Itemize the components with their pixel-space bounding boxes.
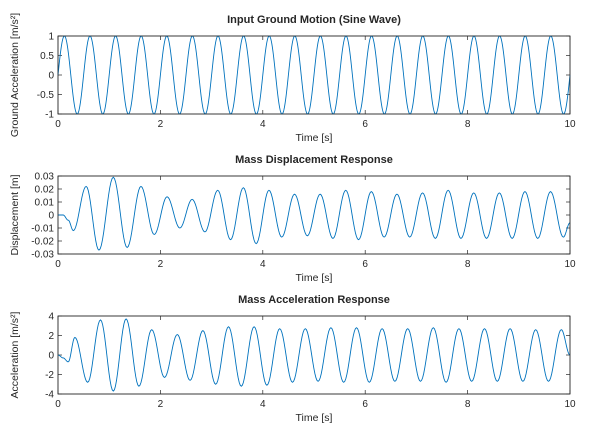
x-axis-label: Time [s] (296, 412, 333, 424)
x-tick-label: 4 (260, 119, 266, 130)
y-tick-label: -2 (45, 370, 54, 381)
x-tick-label: 2 (158, 119, 164, 130)
axes-frame-overlay (57, 175, 571, 255)
y-tick-label: -0.02 (31, 237, 54, 248)
x-tick-label: 0 (55, 119, 61, 130)
panel-acceleration-response: Mass Acceleration Response 0 2 4 6 8 10 -4 -2 0 2 4… (9, 294, 576, 424)
y-tick-label: 2 (48, 331, 54, 342)
chart-title: Mass Displacement Response (235, 154, 393, 166)
chart-title: Input Ground Motion (Sine Wave) (227, 14, 401, 26)
x-tick-label: 10 (564, 119, 576, 130)
y-tick-label: 0 (48, 211, 54, 222)
axes-frame-overlay (57, 35, 571, 115)
x-tick-label: 6 (362, 259, 368, 270)
x-tick-label: 8 (465, 119, 471, 130)
x-tick-label: 10 (564, 399, 576, 410)
x-tick-label: 2 (158, 259, 164, 270)
x-tick-label: 6 (362, 119, 368, 130)
y-tick-label: -1 (45, 110, 54, 121)
x-tick-label: 0 (55, 259, 61, 270)
y-tick-label: 4 (48, 312, 54, 323)
x-tick-label: 6 (362, 399, 368, 410)
y-tick-label: 0 (48, 71, 54, 82)
panel-ground-motion: Input Ground Motion (Sine Wave)0 2 4 6 8 10-1… (9, 13, 576, 144)
y-tick-label: 1 (48, 32, 54, 43)
chart-title: Mass Acceleration Response (238, 294, 390, 306)
y-axis-label: Acceleration [m/s²] (9, 311, 21, 398)
y-tick-label: -0.01 (31, 224, 54, 235)
x-tick-label: 0 (55, 399, 61, 410)
y-tick-label: -0.03 (31, 250, 54, 261)
x-tick-label: 8 (465, 399, 471, 410)
y-tick-label: -0.5 (37, 90, 55, 101)
x-tick-label: 2 (158, 399, 164, 410)
x-tick-label: 10 (564, 259, 576, 270)
series-line (58, 176, 571, 251)
y-tick-label: 0 (48, 351, 54, 362)
axes-frame (57, 315, 571, 395)
series-line (57, 35, 571, 115)
y-tick-label: 0.01 (35, 198, 55, 209)
series-line (57, 318, 571, 392)
axes-frame-overlay (57, 315, 571, 395)
y-axis-label: Ground Acceleration [m/s²] (9, 13, 21, 137)
x-axis-label: Time [s] (296, 132, 333, 144)
x-tick-label: 4 (260, 399, 266, 410)
x-axis-label: Time [s] (296, 272, 333, 284)
y-tick-label: 0.5 (40, 51, 54, 62)
x-tick-label: 8 (465, 259, 471, 270)
panel-displacement-response: Mass Displacement Response 0 2 4 6 8 10 -0.03 -0… (9, 154, 576, 284)
y-tick-label: 0.02 (35, 185, 55, 196)
y-tick-label: 0.03 (35, 172, 55, 183)
x-tick-label: 4 (260, 259, 266, 270)
y-axis-label: Displacement [m] (9, 174, 21, 255)
y-tick-label: -4 (45, 390, 54, 401)
